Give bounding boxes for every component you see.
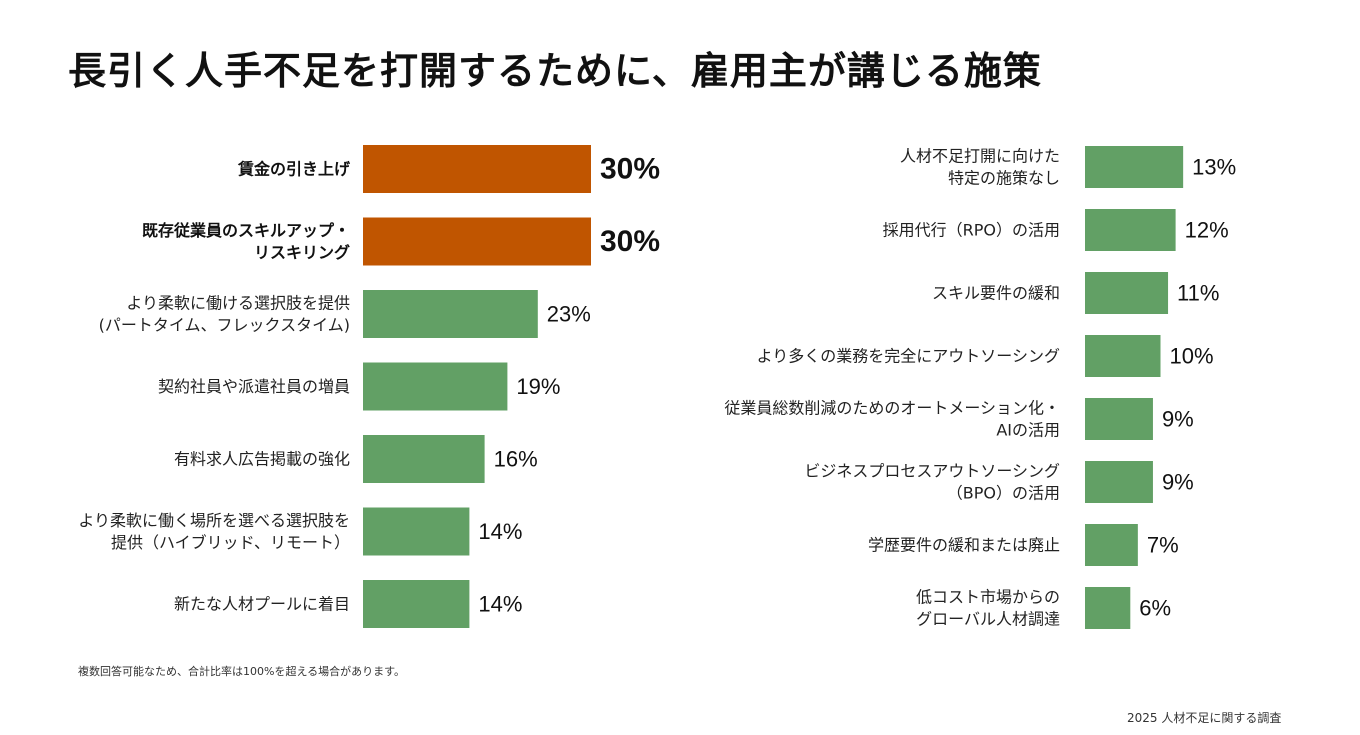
bar-right-1: [1085, 209, 1176, 251]
value-label: 9%: [1162, 470, 1194, 495]
bar-left-4: [363, 435, 485, 483]
bar-right-4: [1085, 398, 1153, 440]
value-label: 6%: [1139, 596, 1171, 621]
category-label: 人材不足打開に向けた特定の施策なし: [900, 147, 1060, 188]
category-label: 有料求人広告掲載の強化: [174, 450, 350, 469]
bar-right-7: [1085, 587, 1131, 629]
category-label: 従業員総数削減のためのオートメーション化・ AIの活用: [724, 399, 1060, 440]
source-label: 2025 人材不足に関する調査: [1127, 711, 1282, 725]
category-label: 新たな人材プールに着目: [174, 595, 350, 614]
category-label: 低コスト市場からのグローバル人材調達: [916, 588, 1060, 629]
value-label: 30%: [600, 225, 660, 258]
bar-left-2: [363, 290, 538, 338]
bar-left-5: [363, 507, 470, 556]
category-label: スキル要件の緩和: [932, 284, 1060, 303]
bar-left-3: [363, 362, 508, 411]
category-label: より柔軟に働く場所を選べる選択肢を提供（ハイブリッド、リモート）: [78, 511, 350, 552]
bar-left-1: [363, 217, 591, 266]
category-label: 契約社員や派遣社員の増員: [158, 377, 350, 396]
bar-right-3: [1085, 335, 1161, 377]
bar-right-2: [1085, 272, 1169, 314]
value-label: 14%: [478, 519, 522, 544]
value-label: 10%: [1170, 344, 1214, 369]
bar-right-5: [1085, 461, 1153, 503]
value-label: 12%: [1185, 218, 1229, 243]
bar-left-0: [363, 145, 591, 193]
bar-right-0: [1085, 146, 1184, 188]
value-label: 9%: [1162, 407, 1194, 432]
category-label: 賃金の引き上げ: [237, 160, 351, 179]
value-label: 23%: [547, 302, 591, 327]
value-label: 30%: [600, 153, 660, 186]
footnote: 複数回答可能なため、合計比率は100%を超える場合があります。: [78, 665, 406, 678]
category-label: ビジネスプロセスアウトソーシング（BPO）の活用: [804, 462, 1060, 503]
value-label: 19%: [516, 374, 560, 399]
category-label: 学歴要件の緩和または廃止: [868, 536, 1060, 555]
category-label: より柔軟に働ける選択肢を提供(パートタイム、フレックスタイム): [99, 294, 350, 335]
value-label: 14%: [478, 592, 522, 617]
value-label: 16%: [494, 447, 538, 472]
value-label: 13%: [1192, 155, 1236, 180]
bar-left-6: [363, 580, 470, 628]
value-label: 7%: [1147, 533, 1179, 558]
page-title: 長引く人手不足を打開するために、雇用主が講じる施策: [68, 49, 1042, 93]
category-label: より多くの業務を完全にアウトソーシング: [757, 347, 1060, 366]
value-label: 11%: [1177, 281, 1219, 306]
category-label: 採用代行（RPO）の活用: [883, 221, 1060, 240]
bar-right-6: [1085, 524, 1138, 566]
category-label: 既存従業員のスキルアップ・リスキリング: [142, 221, 350, 262]
